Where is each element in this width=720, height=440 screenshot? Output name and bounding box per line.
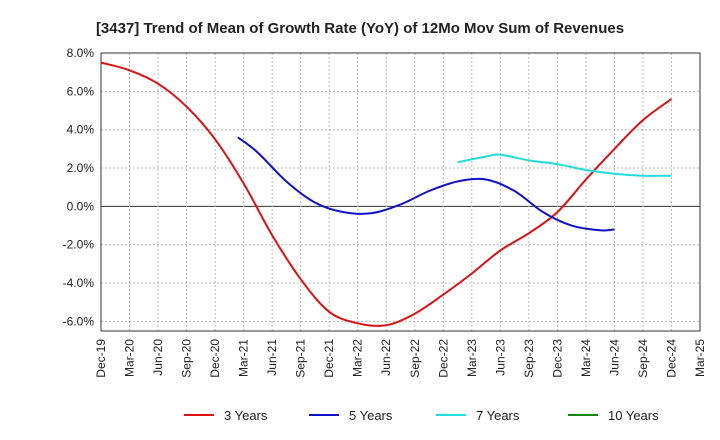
y-tick-label: 4.0% xyxy=(67,123,95,137)
x-tick-label: Dec-20 xyxy=(208,339,222,378)
legend-label-3-years: 3 Years xyxy=(224,408,268,423)
plot-area xyxy=(101,53,700,331)
x-tick-label: Mar-23 xyxy=(465,339,479,377)
y-tick-label: -2.0% xyxy=(63,238,95,252)
y-tick-label: 8.0% xyxy=(67,46,95,60)
x-tick-label: Mar-25 xyxy=(693,339,707,377)
grid-layer xyxy=(100,52,701,331)
x-tick-label: Sep-23 xyxy=(522,339,536,378)
chart-title: [3437] Trend of Mean of Growth Rate (YoY… xyxy=(96,20,624,37)
x-tick-label: Sep-20 xyxy=(180,339,194,378)
x-tick-label: Jun-22 xyxy=(379,339,393,376)
x-tick-label: Dec-21 xyxy=(322,339,336,378)
series-line-3-years xyxy=(100,61,673,327)
x-tick-label: Dec-23 xyxy=(550,339,564,378)
y-tick-label: -6.0% xyxy=(63,314,95,328)
x-tick-label: Mar-20 xyxy=(123,339,137,377)
x-tick-label: Dec-22 xyxy=(436,339,450,378)
x-tick-label: Jun-23 xyxy=(493,339,507,376)
x-tick-label: Dec-24 xyxy=(664,339,678,378)
x-tick-label: Sep-24 xyxy=(636,339,650,378)
series-layer xyxy=(100,61,673,327)
series-line-7-years xyxy=(457,153,672,177)
plot-frame xyxy=(100,52,701,332)
legend-label-7-years: 7 Years xyxy=(476,408,520,423)
legend: 3 Years 5 Years 7 Years 10 Years xyxy=(184,408,659,423)
x-tick-label: Jun-24 xyxy=(607,339,621,376)
x-tick-label: Sep-22 xyxy=(408,339,422,378)
y-tick-label: 6.0% xyxy=(67,84,95,98)
x-tick-label: Mar-24 xyxy=(579,339,593,377)
legend-label-10-years: 10 Years xyxy=(608,408,659,423)
y-tick-label: -4.0% xyxy=(63,276,95,290)
series-line-5-years xyxy=(237,136,615,232)
x-tick-label: Mar-22 xyxy=(351,339,365,377)
y-tick-label: 0.0% xyxy=(67,199,95,213)
y-tick-label: 2.0% xyxy=(67,161,95,175)
x-tick-label: Dec-19 xyxy=(94,339,108,378)
x-tick-label: Sep-21 xyxy=(294,339,308,378)
x-tick-label: Jun-20 xyxy=(151,339,165,376)
axis-layer: 8.0% 6.0% 4.0% 2.0% 0.0% -2.0% -4.0% -6.0% Dec-1… xyxy=(63,46,707,378)
x-tick-label: Mar-21 xyxy=(237,339,251,377)
legend-label-5-years: 5 Years xyxy=(349,408,393,423)
x-tick-label: Jun-21 xyxy=(265,339,279,376)
